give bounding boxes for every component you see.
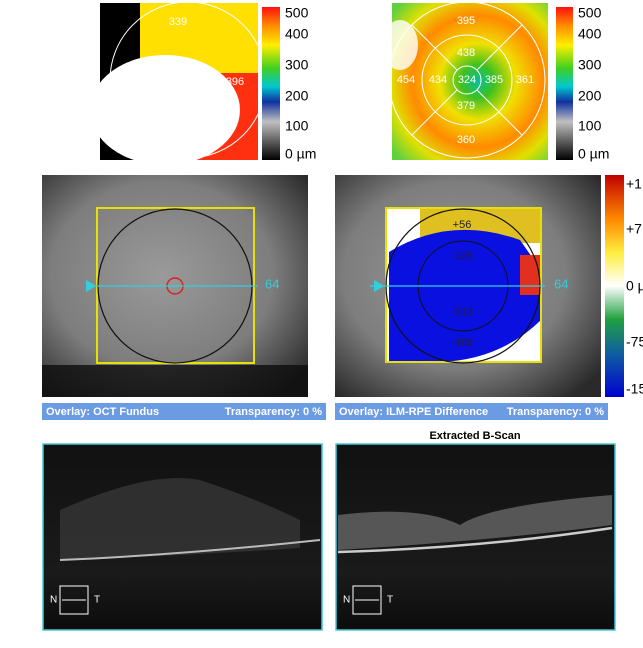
scale-label: 400 (578, 26, 602, 42)
overlay-bar (42, 403, 326, 420)
sector-value: 395 (457, 15, 475, 27)
sector-value: 454 (397, 74, 415, 86)
orientation-box (59, 585, 89, 615)
sector-value: 379 (457, 100, 475, 112)
sector-value: 385 (485, 74, 503, 86)
scale-label: 200 (578, 88, 602, 104)
sector-value: -488 (451, 337, 473, 349)
scale-label: 0 µm (578, 146, 609, 162)
overlay-label: Overlay: ILM-RPE Difference (339, 406, 488, 418)
orientation-label: T (387, 595, 393, 606)
scale-label: 300 (578, 57, 602, 73)
scale-label: 100 (285, 118, 309, 134)
rpe-line (59, 539, 321, 561)
difference-panel: +56 -128 -513 -488 64 +1 +7 0 µ -75 -15 … (335, 175, 643, 420)
fundus-panel: 64 Overlay: OCT Fundus Transparency: 0 % (42, 175, 326, 420)
sector-value: +56 (453, 219, 472, 231)
scale-label: 0 µ (626, 278, 643, 294)
sector-value: 438 (457, 47, 475, 59)
sector-value: 339 (169, 16, 187, 28)
scan-number: 64 (265, 276, 279, 291)
sector-value: 285 (109, 72, 127, 84)
rpe-line (337, 526, 613, 554)
colorbar (556, 7, 573, 160)
map-region (382, 20, 418, 70)
sector-value: 360 (457, 134, 475, 146)
orientation-label: N (50, 595, 57, 606)
sector-value: -128 (451, 250, 473, 262)
fundus-shadow (42, 365, 308, 397)
map-bg (392, 3, 548, 160)
orientation-box (352, 585, 382, 615)
transparency-label: Transparency: 0 % (225, 406, 322, 418)
colorbar (262, 7, 280, 160)
retina-layer (338, 495, 612, 550)
thickness-map: 339 396 285 500 400 300 200 100 0 µm (90, 1, 316, 165)
scale-label: 400 (285, 26, 309, 42)
grid (388, 1, 546, 159)
colorbar (605, 175, 624, 397)
sector-value: 361 (516, 74, 534, 86)
orientation-label: N (343, 595, 350, 606)
map-region (520, 255, 541, 295)
bscan-left: N T (42, 443, 323, 631)
overlay-bar (335, 403, 608, 420)
scale-label: 0 µm (285, 146, 316, 162)
sector-value: 434 (429, 74, 447, 86)
transparency-label: Transparency: 0 % (507, 406, 604, 418)
scale-label: 100 (578, 118, 602, 134)
scale-label: -75 (626, 334, 643, 350)
bscan-title: Extracted B-Scan (429, 430, 520, 442)
sector-value: 324 (458, 74, 476, 86)
scan-number: 64 (554, 276, 568, 291)
sector-value: 396 (226, 76, 244, 88)
bscan-right: N T (335, 443, 616, 631)
overlay-label: Overlay: OCT Fundus (46, 406, 159, 418)
scan-arrow (86, 280, 96, 292)
scale-label: +1 (626, 176, 642, 192)
scan-arrow (374, 280, 384, 292)
map-region (389, 229, 541, 362)
sector-value: -513 (451, 306, 473, 318)
map-missing (90, 55, 240, 165)
retina-layer (60, 478, 300, 560)
scale-label: +7 (626, 221, 642, 237)
scale-label: 500 (578, 5, 602, 21)
scale-label: -15 (626, 381, 643, 397)
scale-label: 200 (285, 88, 309, 104)
scale-label: 500 (285, 5, 309, 21)
orientation-label: T (94, 595, 100, 606)
scale-label: 300 (285, 57, 309, 73)
thickness-map-2: 395 438 454 434 324 385 361 379 360 500 … (382, 1, 609, 162)
